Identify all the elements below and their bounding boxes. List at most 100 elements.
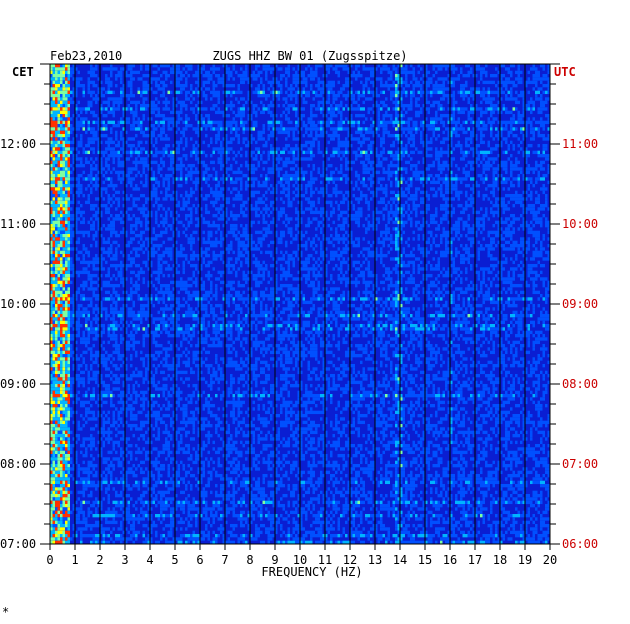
spectrogram-cell	[522, 220, 525, 225]
spectrogram-cell	[252, 104, 255, 108]
spectrogram-cell	[82, 94, 85, 98]
spectrogram-cell	[190, 87, 193, 91]
spectrogram-cell	[287, 227, 290, 231]
spectrogram-cell	[240, 197, 243, 201]
spectrogram-cell	[352, 124, 355, 128]
spectrogram-cell	[155, 70, 158, 75]
spectrogram-cell	[400, 190, 403, 195]
spectrogram-cell	[67, 157, 70, 161]
spectrogram-cell	[442, 130, 445, 135]
spectrogram-cell	[127, 197, 130, 201]
spectrogram-cell	[140, 67, 143, 71]
spectrogram-cell	[415, 224, 418, 228]
spectrogram-cell	[102, 154, 105, 158]
spectrogram-cell	[420, 210, 423, 215]
spectrogram-cell	[177, 164, 180, 168]
spectrogram-cell	[307, 64, 310, 68]
spectrogram-cell	[155, 194, 158, 198]
spectrogram-cell	[230, 180, 233, 185]
spectrogram-cell	[385, 190, 388, 195]
spectrogram-cell	[70, 124, 73, 128]
spectrogram-cell	[465, 200, 468, 205]
spectrogram-cell	[235, 170, 238, 175]
spectrogram-cell	[327, 87, 330, 91]
spectrogram-cell	[432, 124, 435, 128]
spectrogram-cell	[195, 90, 198, 95]
spectrogram-cell	[302, 114, 305, 118]
spectrogram-cell	[350, 114, 353, 118]
spectrogram-cell	[165, 217, 168, 221]
spectrogram-cell	[275, 164, 278, 168]
spectrogram-cell	[212, 90, 215, 95]
spectrogram-cell	[425, 150, 428, 155]
spectrogram-cell	[345, 157, 348, 161]
spectrogram-cell	[142, 90, 145, 95]
spectrogram-cell	[485, 70, 488, 75]
spectrogram-cell	[425, 64, 428, 68]
spectrogram-cell	[442, 114, 445, 118]
spectrogram-cell	[275, 137, 278, 141]
spectrogram-cell	[50, 174, 53, 178]
spectrogram-cell	[190, 210, 193, 215]
spectrogram-cell	[157, 67, 160, 71]
spectrogram-cell	[310, 130, 313, 135]
spectrogram-cell	[160, 214, 163, 218]
spectrogram-cell	[62, 84, 65, 88]
spectrogram-cell	[275, 127, 278, 131]
spectrogram-cell	[52, 107, 55, 111]
spectrogram-cell	[240, 164, 243, 168]
spectrogram-cell	[255, 87, 258, 91]
spectrogram-cell	[252, 110, 255, 115]
spectrogram-cell	[420, 140, 423, 145]
spectrogram-cell	[325, 184, 328, 188]
spectrogram-cell	[382, 117, 385, 121]
spectrogram-cell	[127, 150, 130, 155]
spectrogram-cell	[272, 130, 275, 135]
spectrogram-cell	[202, 160, 205, 165]
spectrogram-cell	[322, 74, 325, 78]
spectrogram-cell	[220, 194, 223, 198]
spectrogram-cell	[427, 197, 430, 201]
spectrogram-cell	[87, 140, 90, 145]
spectrogram-cell	[55, 174, 58, 178]
spectrogram-cell	[472, 110, 475, 115]
spectrogram-cell	[207, 124, 210, 128]
spectrogram-cell	[545, 157, 548, 161]
spectrogram-cell	[385, 110, 388, 115]
spectrogram-cell	[155, 64, 158, 68]
spectrogram-cell	[267, 110, 270, 115]
spectrogram-cell	[392, 144, 395, 148]
spectrogram-cell	[197, 74, 200, 78]
spectrogram-cell	[392, 100, 395, 105]
spectrogram-cell	[547, 154, 550, 158]
spectrogram-cell	[152, 100, 155, 105]
spectrogram-cell	[325, 214, 328, 218]
spectrogram-cell	[427, 207, 430, 211]
spectrogram-cell	[197, 150, 200, 155]
spectrogram-cell	[232, 120, 235, 125]
spectrogram-cell	[477, 210, 480, 215]
spectrogram-cell	[477, 67, 480, 71]
spectrogram-cell	[265, 64, 268, 68]
spectrogram-cell	[137, 140, 140, 145]
spectrogram-cell	[72, 197, 75, 201]
spectrogram-cell	[532, 150, 535, 155]
spectrogram-cell	[72, 100, 75, 105]
spectrogram-cell	[380, 184, 383, 188]
spectrogram-cell	[130, 184, 133, 188]
spectrogram-cell	[95, 167, 98, 171]
spectrogram-cell	[217, 80, 220, 85]
spectrogram-cell	[420, 87, 423, 91]
spectrogram-cell	[400, 187, 403, 191]
spectrogram-cell	[92, 120, 95, 125]
spectrogram-cell	[530, 137, 533, 141]
spectrogram-cell	[107, 144, 110, 148]
spectrogram-cell	[377, 117, 380, 121]
spectrogram-cell	[100, 80, 103, 85]
spectrogram-cell	[267, 104, 270, 108]
spectrogram-cell	[350, 64, 353, 68]
spectrogram-cell	[102, 167, 105, 171]
spectrogram-cell	[132, 224, 135, 228]
spectrogram-cell	[150, 134, 153, 138]
spectrogram-cell	[537, 177, 540, 181]
